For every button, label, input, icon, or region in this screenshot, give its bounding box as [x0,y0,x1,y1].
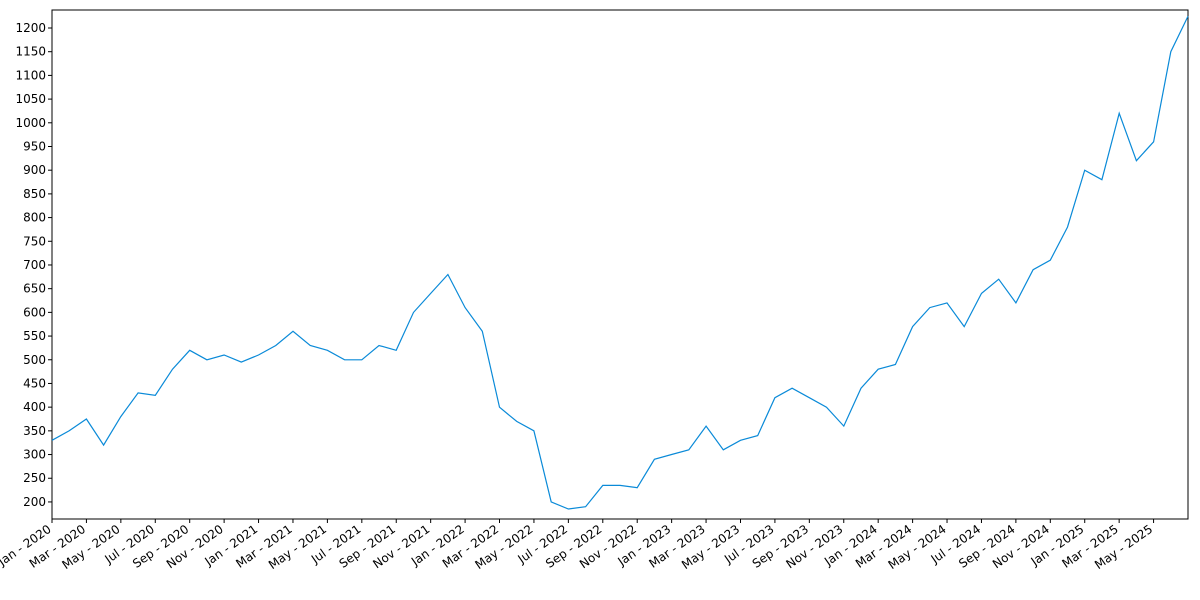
y-tick-label: 300 [23,448,46,462]
y-tick-label: 1200 [15,21,46,35]
y-tick-label: 500 [23,353,46,367]
y-tick-label: 550 [23,329,46,343]
line-series [51,15,1189,510]
y-tick-label: 650 [23,282,46,296]
y-tick-label: 600 [23,305,46,319]
y-tick-label: 750 [23,234,46,248]
y-tick-label: 1000 [15,116,46,130]
y-tick-label: 200 [23,495,46,509]
y-tick-label: 1050 [15,92,46,106]
y-tick-label: 900 [23,163,46,177]
y-tick-label: 800 [23,211,46,225]
y-tick-label: 450 [23,376,46,390]
y-tick-label: 400 [23,400,46,414]
y-tick-label: 350 [23,424,46,438]
y-tick-label: 950 [23,139,46,153]
y-tick-label: 700 [23,258,46,272]
y-tick-label: 250 [23,471,46,485]
plot-frame [51,9,1189,520]
y-tick-label: 1150 [15,45,46,59]
y-tick-label: 850 [23,187,46,201]
y-tick-label: 1100 [15,68,46,82]
